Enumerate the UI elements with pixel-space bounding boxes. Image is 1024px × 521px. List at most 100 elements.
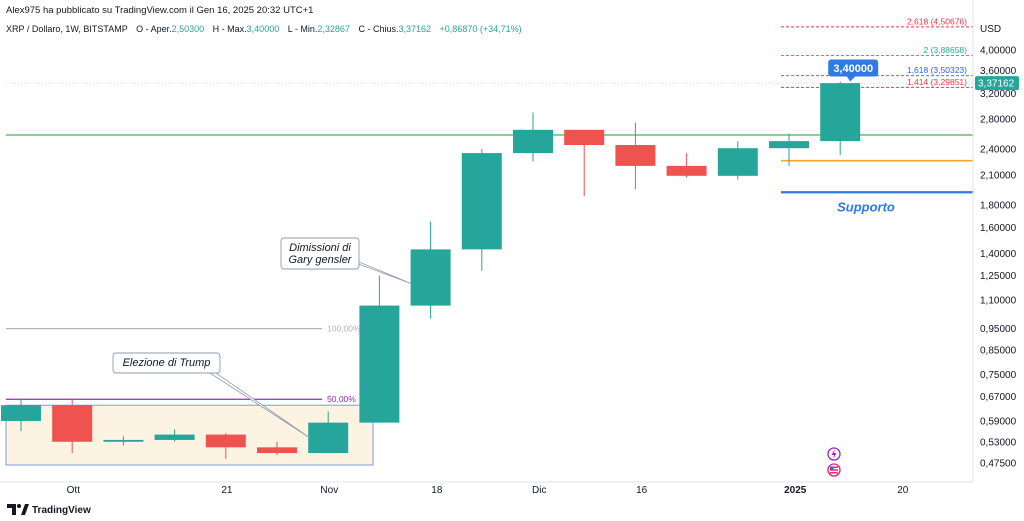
- price-tick-2: 3,20000: [980, 89, 1017, 100]
- fib-extension-label-3: 1,414 (3,29851): [907, 77, 967, 87]
- candle-body-10: [513, 129, 553, 154]
- time-tick-6: 2025: [784, 485, 807, 496]
- candle-6[interactable]: [308, 411, 349, 454]
- price-tick-11: 0,95000: [980, 324, 1017, 335]
- candle-3[interactable]: [154, 429, 195, 442]
- high-label-text: 3,40000: [833, 63, 873, 75]
- support-label: Supporto: [837, 199, 895, 214]
- fib-extension-label-2: 1,618 (3,50323): [907, 65, 967, 75]
- candle-body-7: [359, 305, 400, 423]
- annotation-text-0-1: Gary gensler: [289, 254, 353, 266]
- currency-label: USD: [980, 24, 1001, 35]
- candle-body-16: [820, 83, 861, 142]
- candle-body-14: [717, 148, 758, 176]
- candle-body-11: [564, 129, 605, 146]
- time-axis[interactable]: Ott 21 Nov 18 Dic 16 2025 20: [67, 485, 909, 496]
- candle-body-15: [769, 141, 809, 149]
- candle-body-13: [666, 165, 707, 176]
- current-price-tag: [975, 76, 1019, 91]
- candle-13[interactable]: [666, 153, 707, 178]
- price-tick-6: 1,80000: [980, 200, 1017, 211]
- price-tick-0: 4,00000: [980, 46, 1017, 57]
- price-tick-14: 0,67000: [980, 392, 1017, 403]
- symbol-line: XRP / Dollaro, 1W, BITSTAMP: [6, 24, 128, 34]
- annotation-box-0: [280, 237, 360, 270]
- price-tick-13: 0,75000: [980, 370, 1017, 381]
- event-icon-lightning[interactable]: [827, 447, 841, 461]
- tradingview-logo-icon: [7, 504, 16, 515]
- high-label: H - Max.: [213, 24, 247, 34]
- time-tick-4: Dic: [532, 485, 546, 496]
- time-tick-0: Ott: [67, 485, 81, 496]
- price-tick-16: 0,53000: [980, 437, 1017, 448]
- candle-7[interactable]: [359, 275, 400, 423]
- right-labels-layer: 3,37162: [975, 76, 1019, 91]
- time-tick-2: Nov: [320, 485, 338, 496]
- candle-12[interactable]: [615, 122, 656, 190]
- candles-layer[interactable]: [1, 81, 861, 459]
- candle-body-4: [205, 434, 246, 448]
- candle-10[interactable]: [513, 112, 553, 162]
- ohlc-legend: XRP / Dollaro, 1W, BITSTAMP O - Aper.2,5…: [6, 24, 522, 34]
- candle-body-6: [308, 422, 349, 454]
- horizontal-lines-layer: 100,00% 50,00% Supporto 2,618 (4,50676) 2 (3…: [6, 16, 973, 404]
- candle-body-2: [103, 439, 144, 442]
- fib-extension-label-1: 2 (3,88658): [924, 45, 968, 55]
- candle-body-9: [461, 153, 502, 250]
- fib-extension-label-0: 2,618 (4,50676): [907, 16, 967, 26]
- time-tick-1: 21: [221, 485, 233, 496]
- price-tick-10: 1,10000: [980, 296, 1017, 307]
- candle-14[interactable]: [717, 141, 758, 180]
- candle-9[interactable]: [461, 149, 502, 271]
- annotation-callout-1[interactable]: Elezione di Trump: [112, 352, 311, 439]
- low-value: 2,32867: [317, 24, 350, 34]
- candle-11[interactable]: [564, 129, 605, 197]
- price-tick-12: 0,85000: [980, 346, 1017, 357]
- candle-5[interactable]: [257, 441, 297, 456]
- annotation-box-1: [112, 352, 221, 374]
- tradingview-logo[interactable]: TradingView: [7, 504, 91, 516]
- current-price-tag-text: 3,37162: [978, 79, 1015, 90]
- candle-body-3: [154, 434, 195, 440]
- candle-15[interactable]: [769, 133, 809, 166]
- left-fib-label-0: 100,00%: [327, 324, 361, 334]
- candle-16[interactable]: [820, 81, 861, 155]
- open-value: 2,50300: [172, 24, 205, 34]
- price-tick-4: 2,40000: [980, 145, 1017, 156]
- event-icon-us-flag[interactable]: [827, 463, 841, 477]
- candle-body-12: [615, 145, 656, 166]
- price-tick-5: 2,10000: [980, 170, 1017, 181]
- price-tick-3: 2,80000: [980, 115, 1017, 126]
- price-axis[interactable]: 4,00000 3,60000 3,20000 2,80000 2,40000 2,100…: [980, 46, 1017, 470]
- price-tick-17: 0,47500: [980, 459, 1017, 470]
- price-tick-8: 1,40000: [980, 249, 1017, 260]
- high-value: 3,40000: [247, 24, 280, 34]
- price-tick-1: 3,60000: [980, 66, 1017, 77]
- change-value: +0,86870 (+34,71%): [440, 24, 522, 34]
- close-label: C - Chius.: [358, 24, 398, 34]
- annotation-text-0-0: Dimissioni di: [289, 242, 351, 254]
- candle-2[interactable]: [103, 436, 144, 446]
- candle-0[interactable]: [1, 399, 41, 432]
- price-tick-15: 0,59000: [980, 416, 1017, 427]
- candle-body-8: [410, 249, 451, 306]
- time-tick-7: 20: [897, 485, 909, 496]
- price-tick-7: 1,60000: [980, 223, 1017, 234]
- candle-8[interactable]: [410, 221, 451, 319]
- candle-body-1: [52, 405, 93, 442]
- high-label-box: [828, 59, 879, 77]
- open-label: O - Aper.: [136, 24, 172, 34]
- high-label-pointer: [846, 75, 857, 82]
- time-tick-3: 18: [431, 485, 443, 496]
- candle-1[interactable]: [52, 399, 93, 454]
- tradingview-brand: TradingView: [32, 505, 91, 516]
- price-tick-9: 1,25000: [980, 271, 1017, 282]
- left-fib-label-1: 50,00%: [327, 394, 356, 404]
- low-label: L - Min.: [288, 24, 318, 34]
- candle-body-0: [1, 405, 41, 421]
- published-by-text: Alex975 ha pubblicato su TradingView.com…: [6, 5, 313, 16]
- candle-4[interactable]: [205, 432, 246, 459]
